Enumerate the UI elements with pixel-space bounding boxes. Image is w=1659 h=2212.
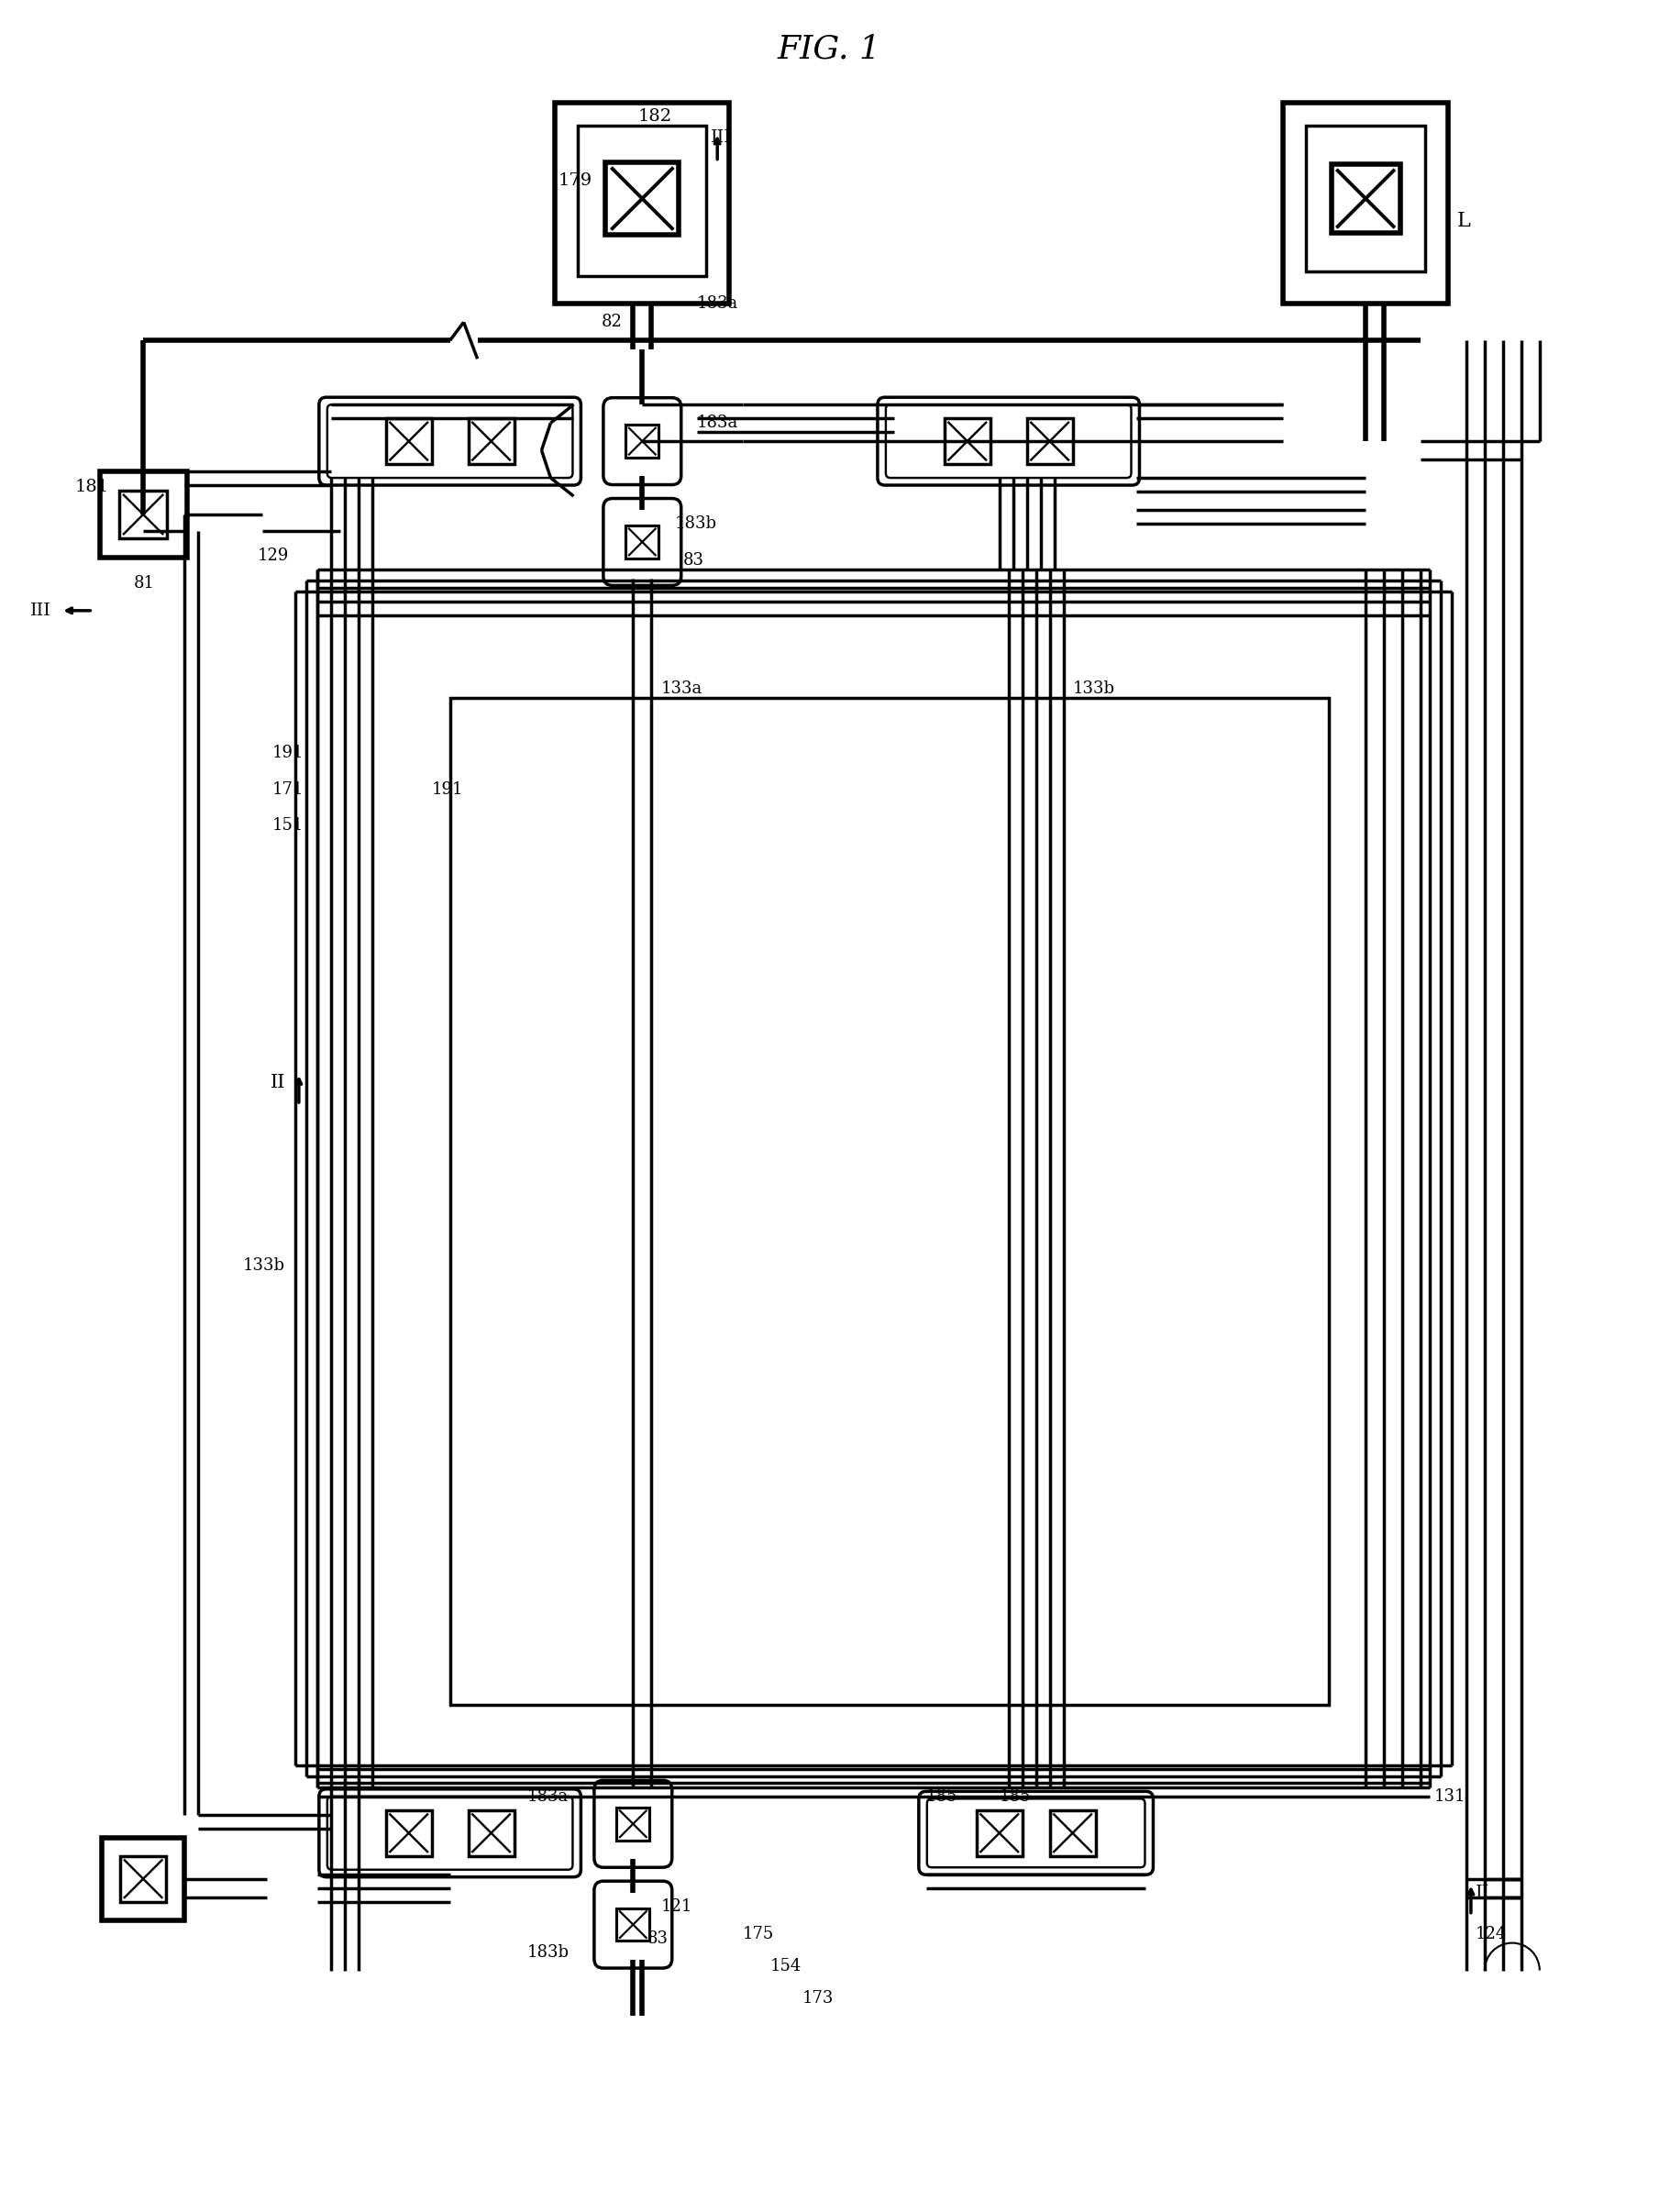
Bar: [450, 697, 1329, 1705]
Bar: [577, 126, 707, 276]
Text: 131: 131: [1435, 1787, 1467, 1805]
Text: 183a: 183a: [697, 414, 738, 431]
Bar: [1306, 126, 1425, 272]
Text: 183b: 183b: [674, 515, 717, 531]
Text: L: L: [1457, 212, 1472, 232]
Bar: [387, 418, 431, 465]
Text: 181: 181: [75, 478, 108, 495]
Bar: [977, 1809, 1022, 1856]
Text: II: II: [270, 1073, 285, 1091]
Bar: [100, 471, 187, 557]
Text: 173: 173: [803, 1989, 834, 2006]
Text: 81: 81: [134, 575, 156, 591]
Text: II: II: [1475, 1885, 1490, 1900]
Text: 191: 191: [431, 781, 463, 799]
FancyBboxPatch shape: [594, 1880, 672, 1969]
Text: III: III: [712, 128, 732, 146]
Text: 191: 191: [272, 743, 304, 761]
Bar: [387, 1809, 431, 1856]
Text: 183b: 183b: [528, 1944, 569, 1960]
Text: 151: 151: [272, 818, 304, 834]
Text: 171: 171: [272, 781, 304, 799]
Text: 133a: 133a: [660, 681, 702, 697]
Bar: [625, 526, 659, 557]
Text: 124: 124: [1475, 1924, 1506, 1942]
Bar: [617, 1909, 649, 1940]
Bar: [606, 161, 679, 234]
Text: 154: 154: [770, 1958, 801, 1973]
Text: 83: 83: [684, 553, 705, 568]
Bar: [556, 102, 730, 303]
Bar: [1282, 102, 1448, 303]
Text: 179: 179: [557, 173, 592, 188]
Text: III: III: [30, 602, 51, 619]
Text: 129: 129: [257, 546, 289, 564]
Text: FIG. 1: FIG. 1: [776, 33, 881, 64]
Text: 185: 185: [999, 1787, 1030, 1805]
FancyBboxPatch shape: [594, 1781, 672, 1867]
Bar: [468, 1809, 514, 1856]
Text: 185: 185: [926, 1787, 957, 1805]
Bar: [1331, 164, 1400, 232]
Bar: [101, 1838, 184, 1920]
Text: 82: 82: [601, 314, 622, 330]
Bar: [1050, 1809, 1095, 1856]
Bar: [617, 1807, 649, 1840]
Text: 175: 175: [743, 1924, 775, 1942]
Bar: [625, 425, 659, 458]
Bar: [121, 1856, 166, 1902]
Bar: [468, 418, 514, 465]
Text: 133b: 133b: [1073, 681, 1115, 697]
Text: 183a: 183a: [697, 296, 738, 312]
Text: 182: 182: [637, 108, 672, 124]
Text: 121: 121: [660, 1898, 692, 1916]
Text: 83: 83: [647, 1931, 669, 1947]
FancyBboxPatch shape: [604, 398, 682, 484]
Text: 183a: 183a: [528, 1787, 569, 1805]
Bar: [1027, 418, 1073, 465]
FancyBboxPatch shape: [604, 498, 682, 586]
Bar: [119, 491, 168, 538]
Bar: [944, 418, 990, 465]
Text: 133b: 133b: [242, 1256, 285, 1274]
